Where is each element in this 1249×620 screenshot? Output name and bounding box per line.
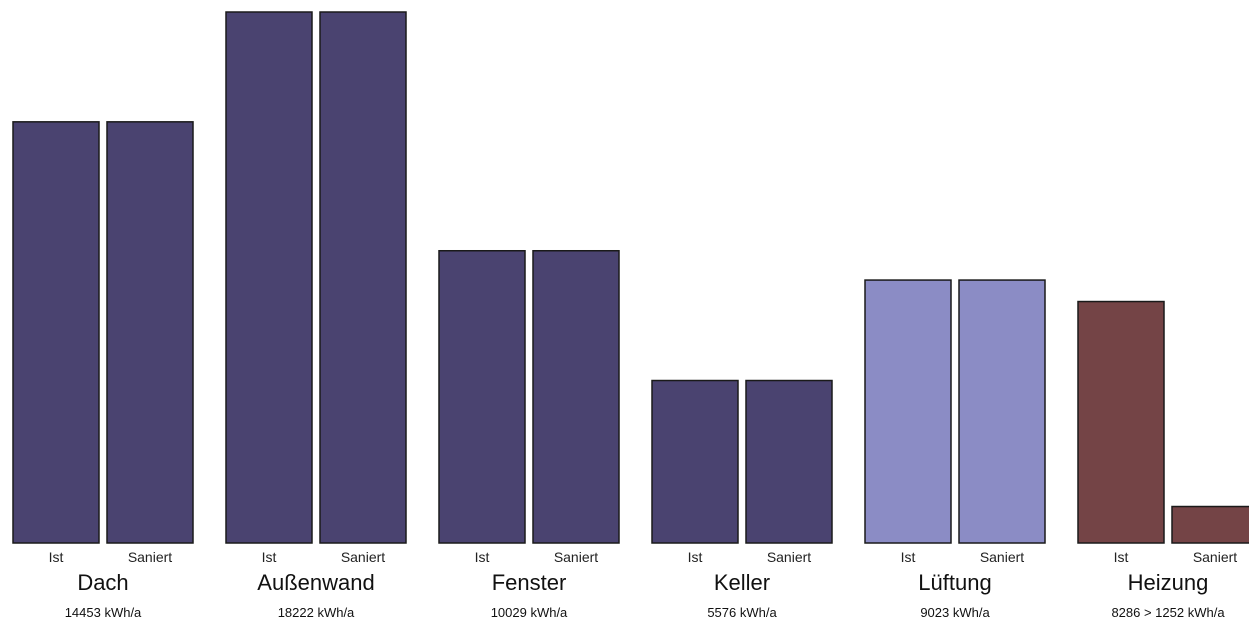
group-value-label: 8286 > 1252 kWh/a: [1111, 605, 1225, 620]
bar-4-ist: [864, 279, 952, 544]
bar-sub-label: Saniert: [980, 549, 1024, 565]
group-value-label: 18222 kWh/a: [278, 605, 355, 620]
group-value-label: 5576 kWh/a: [707, 605, 777, 620]
bar-sub-label: Ist: [475, 549, 490, 565]
group-label: Außenwand: [257, 570, 374, 595]
bar-sub-label: Saniert: [1193, 549, 1237, 565]
bar-sub-label: Ist: [688, 549, 703, 565]
bar-group-4: Ist Saniert Lüftung 9023 kWh/a: [864, 279, 1046, 620]
bar-1-saniert: [319, 11, 407, 544]
bar-5-ist: [1077, 300, 1165, 544]
bar-sub-label: Saniert: [554, 549, 598, 565]
bar-sub-label: Ist: [262, 549, 277, 565]
bar-3-saniert: [745, 379, 833, 544]
bar-3-ist: [651, 379, 739, 544]
bar-1-ist: [225, 11, 313, 544]
bar-group-1: Ist Saniert Außenwand 18222 kWh/a: [225, 11, 407, 620]
bar-4-saniert: [958, 279, 1046, 544]
group-label: Keller: [714, 570, 770, 595]
group-value-label: 9023 kWh/a: [920, 605, 990, 620]
bar-sub-label: Ist: [49, 549, 64, 565]
bar-sub-label: Saniert: [341, 549, 385, 565]
group-label: Lüftung: [918, 570, 991, 595]
bar-2-saniert: [532, 249, 620, 544]
group-label: Heizung: [1128, 570, 1209, 595]
bar-sub-label: Saniert: [767, 549, 811, 565]
bar-sub-label: Ist: [1114, 549, 1129, 565]
bar-sub-label: Saniert: [128, 549, 172, 565]
bar-group-3: Ist Saniert Keller 5576 kWh/a: [651, 379, 833, 620]
bar-5-saniert: [1171, 505, 1249, 544]
group-value-label: 14453 kWh/a: [65, 605, 142, 620]
group-value-label: 10029 kWh/a: [491, 605, 568, 620]
group-label: Fenster: [492, 570, 567, 595]
bar-group-2: Ist Saniert Fenster 10029 kWh/a: [438, 249, 620, 620]
bar-group-5: Ist Saniert Heizung 8286 > 1252 kWh/a: [1077, 300, 1249, 620]
bar-sub-label: Ist: [901, 549, 916, 565]
bar-0-saniert: [106, 121, 194, 544]
bar-2-ist: [438, 249, 526, 544]
bar-0-ist: [12, 121, 100, 544]
group-label: Dach: [77, 570, 128, 595]
